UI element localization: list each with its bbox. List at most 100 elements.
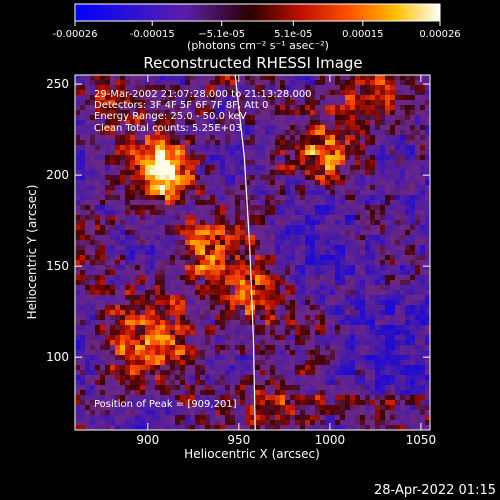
heatmap-cell xyxy=(335,195,341,201)
heatmap-cell xyxy=(110,355,116,361)
heatmap-cell xyxy=(310,220,316,226)
heatmap-cell xyxy=(95,420,101,426)
heatmap-cell xyxy=(335,180,341,186)
heatmap-cell xyxy=(395,95,401,101)
heatmap-cell xyxy=(215,375,221,381)
heatmap-cell xyxy=(310,330,316,336)
heatmap-cell xyxy=(140,220,146,226)
heatmap-cell xyxy=(120,120,126,126)
heatmap-cell xyxy=(280,85,286,91)
heatmap-cell xyxy=(355,110,361,116)
heatmap-cell xyxy=(160,270,166,276)
heatmap-cell xyxy=(360,290,366,296)
heatmap-cell xyxy=(340,165,346,171)
heatmap-cell xyxy=(285,310,291,316)
heatmap-cell xyxy=(385,330,391,336)
heatmap-cell xyxy=(305,185,311,191)
heatmap-cell xyxy=(270,90,276,96)
heatmap-cell xyxy=(370,300,376,306)
heatmap-cell xyxy=(400,365,406,371)
heatmap-cell xyxy=(370,365,376,371)
heatmap-cell xyxy=(165,325,171,331)
heatmap-cell xyxy=(120,255,126,261)
heatmap-cell xyxy=(305,330,311,336)
heatmap-cell xyxy=(180,425,186,430)
heatmap-cell xyxy=(245,305,251,311)
heatmap-cell xyxy=(165,365,171,371)
heatmap-cell xyxy=(150,185,156,191)
heatmap-cell xyxy=(405,425,411,430)
heatmap-cell xyxy=(170,130,176,136)
heatmap-cell xyxy=(170,180,176,186)
heatmap-cell xyxy=(415,210,421,216)
heatmap-cell xyxy=(330,135,336,141)
heatmap-cell xyxy=(380,130,386,136)
heatmap-cell xyxy=(185,190,191,196)
heatmap-cell xyxy=(220,310,226,316)
heatmap-cell xyxy=(265,140,271,146)
heatmap-cell xyxy=(240,220,246,226)
heatmap-cell xyxy=(295,165,301,171)
heatmap-cell xyxy=(390,415,396,421)
heatmap-cell xyxy=(245,315,251,321)
heatmap-cell xyxy=(205,205,211,211)
heatmap-cell xyxy=(225,75,231,81)
heatmap-cell xyxy=(195,220,201,226)
heatmap-cell xyxy=(80,275,86,281)
heatmap-cell xyxy=(180,85,186,91)
heatmap-cell xyxy=(230,215,236,221)
heatmap-cell xyxy=(215,245,221,251)
heatmap-cell xyxy=(250,240,256,246)
heatmap-cell xyxy=(340,365,346,371)
heatmap-cell xyxy=(275,390,281,396)
heatmap-cell xyxy=(390,140,396,146)
heatmap-cell xyxy=(305,360,311,366)
heatmap-cell xyxy=(135,120,141,126)
heatmap-cell xyxy=(255,205,261,211)
heatmap-cell xyxy=(160,360,166,366)
heatmap-cell xyxy=(300,185,306,191)
heatmap-cell xyxy=(205,200,211,206)
heatmap-cell xyxy=(225,175,231,181)
heatmap-cell xyxy=(115,415,121,421)
heatmap-cell xyxy=(365,150,371,156)
heatmap-cell xyxy=(335,115,341,121)
heatmap-cell xyxy=(395,355,401,361)
heatmap-cell xyxy=(370,105,376,111)
heatmap-cell xyxy=(370,350,376,356)
heatmap-cell xyxy=(90,360,96,366)
heatmap-cell xyxy=(100,385,106,391)
heatmap-cell xyxy=(90,400,96,406)
heatmap-cell xyxy=(110,90,116,96)
heatmap-cell xyxy=(400,280,406,286)
heatmap-cell xyxy=(270,315,276,321)
heatmap-cell xyxy=(235,345,241,351)
heatmap-cell xyxy=(205,95,211,101)
heatmap-cell xyxy=(245,335,251,341)
heatmap-cell xyxy=(420,125,426,131)
heatmap-cell xyxy=(120,330,126,336)
heatmap-cell xyxy=(345,155,351,161)
heatmap-cell xyxy=(165,165,171,171)
heatmap-cell xyxy=(200,90,206,96)
heatmap-cell xyxy=(200,410,206,416)
heatmap-cell xyxy=(270,165,276,171)
heatmap-cell xyxy=(305,85,311,91)
heatmap-cell xyxy=(255,215,261,221)
heatmap-cell xyxy=(265,135,271,141)
heatmap-cell xyxy=(385,230,391,236)
heatmap-cell xyxy=(285,215,291,221)
heatmap-cell xyxy=(305,140,311,146)
heatmap-cell xyxy=(285,375,291,381)
heatmap-cell xyxy=(220,415,226,421)
heatmap-cell xyxy=(325,230,331,236)
heatmap-cell xyxy=(210,425,216,430)
heatmap-cell xyxy=(75,190,81,196)
heatmap-cell xyxy=(95,375,101,381)
heatmap-cell xyxy=(115,300,121,306)
heatmap-cell xyxy=(165,240,171,246)
heatmap-cell xyxy=(155,295,161,301)
heatmap-cell xyxy=(205,110,211,116)
heatmap-cell xyxy=(340,130,346,136)
heatmap-cell xyxy=(135,110,141,116)
